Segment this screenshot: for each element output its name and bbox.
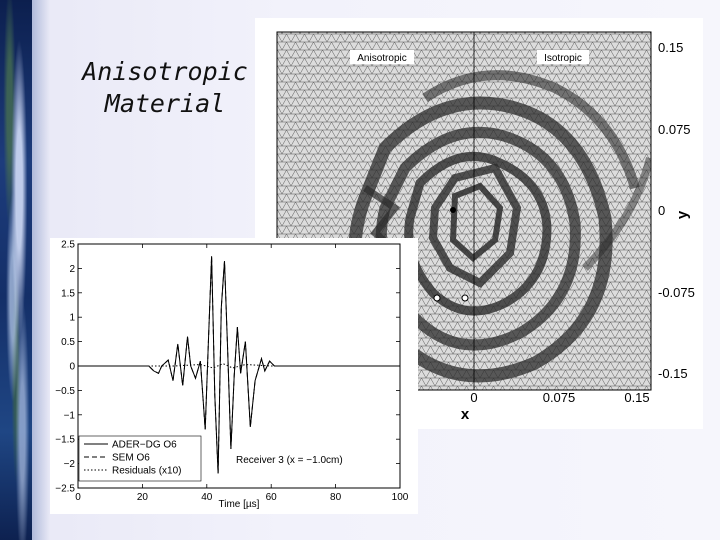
receiver-annotation: Receiver 3 (x = −1.0cm)	[236, 455, 343, 466]
wavefield-x-label: x	[461, 406, 470, 423]
y-tick-label: 0	[658, 203, 665, 218]
y-tick-label: 1.5	[61, 288, 75, 299]
x-tick-label: 0	[470, 390, 477, 405]
wavefield-y-label: y	[674, 210, 691, 219]
y-tick-label: −2	[64, 459, 76, 470]
seismogram-svg: 2.5 2 1.5 1 0.5 0 −0.5 −1 −1.5 −2 −2.5 0 20 40 60 80 10…	[55, 240, 409, 511]
series-line-3	[78, 363, 400, 369]
x-tick-label: 60	[266, 492, 278, 503]
x-tick-label: 80	[330, 492, 342, 503]
y-tick-label: -0.15	[658, 366, 688, 381]
source-point	[450, 207, 456, 213]
x-tick-label: 20	[137, 492, 149, 503]
receiver-point-2	[461, 294, 469, 302]
x-tick-label: 40	[201, 492, 213, 503]
series-line-2	[78, 256, 400, 474]
y-ticks: 2.5 2 1.5 1 0.5 0 −0.5 −1 −1.5 −2 −2.5	[55, 240, 400, 495]
x-tick-label: 0	[75, 492, 81, 503]
slide-title-line-1: Anisotropic	[82, 57, 248, 86]
y-tick-label: −1	[64, 410, 76, 421]
x-tick-label: 100	[392, 492, 409, 503]
y-tick-label: 0.5	[61, 337, 75, 348]
earth-strip-fade	[32, 0, 50, 540]
x-axis-label: Time [µs]	[219, 499, 260, 510]
isotropic-label-bg	[537, 50, 589, 64]
wavefield-y-ticks: 0.15 0.075 0 -0.075 -0.15	[658, 40, 695, 381]
x-tick-label: 0.15	[624, 390, 649, 405]
series-lines	[78, 256, 400, 474]
x-ticks: 0 20 40 60 80 100	[75, 244, 409, 503]
wavefield-x-ticks: 0 0.075 0.15	[470, 390, 649, 405]
x-tick-label: 0.075	[543, 390, 576, 405]
y-tick-label: 0	[69, 362, 75, 373]
y-tick-label: −2.5	[55, 484, 75, 495]
legend: ADER−DG O6 SEM O6 Residuals (x10)	[78, 435, 202, 482]
receiver-point-1	[433, 294, 441, 302]
y-tick-label: -0.075	[658, 285, 695, 300]
slide-title-line-2: Material	[104, 89, 226, 118]
anisotropic-label: Anisotropic	[357, 53, 406, 64]
y-tick-label: 0.15	[658, 40, 683, 55]
y-tick-label: −1.5	[55, 435, 75, 446]
wavefront-rings	[348, 70, 651, 383]
y-tick-label: 2.5	[61, 240, 75, 251]
slide-title: Anisotropic Material	[70, 56, 260, 120]
earth-strip-decoration	[0, 0, 32, 540]
y-tick-label: −0.5	[55, 386, 75, 397]
legend-label: SEM O6	[112, 453, 150, 464]
legend-label: Residuals (x10)	[112, 466, 181, 477]
seismogram-chart: 2.5 2 1.5 1 0.5 0 −0.5 −1 −1.5 −2 −2.5 0 20 40 60 80 10…	[50, 238, 418, 514]
isotropic-label: Isotropic	[544, 53, 582, 64]
y-tick-label: 1	[69, 313, 75, 324]
y-tick-label: 2	[69, 264, 75, 275]
anisotropic-label-bg	[350, 50, 414, 64]
legend-label: ADER−DG O6	[112, 440, 177, 451]
y-tick-label: 0.075	[658, 122, 691, 137]
wavefield-figure: Anisotropic Isotropic 0.15 0.075 0 -0.07…	[255, 18, 703, 429]
